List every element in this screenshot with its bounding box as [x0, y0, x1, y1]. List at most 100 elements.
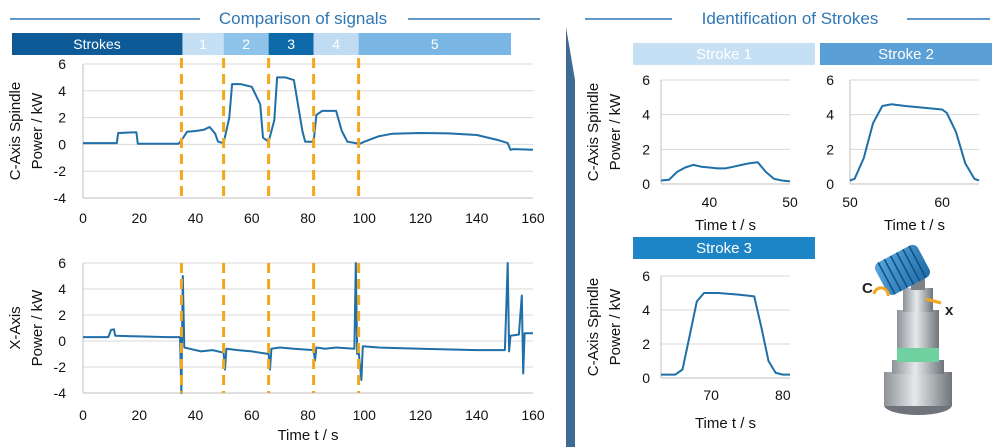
- x-tick-label: 40: [702, 194, 718, 210]
- chart-title-banner: [820, 43, 992, 65]
- y-tick-label: 6: [642, 268, 650, 284]
- machine-flange: [892, 360, 944, 374]
- wheel-rib: [883, 258, 902, 292]
- chart-title: Stroke 3: [696, 240, 752, 257]
- y-tick-label: 0: [642, 176, 650, 192]
- x-tick-label: 140: [465, 210, 489, 226]
- x-tick-label: 160: [521, 407, 545, 423]
- y-tick-label: -2: [54, 359, 67, 375]
- left-panel-header: Comparison of signals: [10, 9, 540, 28]
- chart-title-banner: [633, 237, 815, 259]
- series-line-stroke3: [661, 292, 790, 376]
- x-tick-label: 60: [244, 210, 260, 226]
- stroke-segment-3: [268, 33, 314, 55]
- y-tick-label: 4: [826, 107, 834, 123]
- y-tick-label: 4: [58, 83, 66, 99]
- y-axis-label: Power / kW: [29, 289, 46, 367]
- x-tick-label: 120: [409, 210, 433, 226]
- y-axis-label: C-Axis Spindle: [7, 82, 24, 180]
- y-tick-label: 2: [642, 336, 650, 352]
- series-line-c_axis: [83, 76, 534, 151]
- x-tick-label: 80: [300, 407, 316, 423]
- x-direction-arrow-icon: [925, 297, 942, 305]
- stroke-segment-label-4: 4: [332, 36, 340, 52]
- x-tick-label: 80: [775, 387, 791, 403]
- y-tick-label: 2: [826, 141, 834, 157]
- y-tick-label: 0: [58, 333, 66, 349]
- machine-body: [897, 310, 939, 348]
- stroke-segment-label-2: 2: [242, 36, 250, 52]
- stroke-segment-label-1: 1: [199, 36, 207, 52]
- y-tick-label: 6: [642, 72, 650, 88]
- chart-stroke3: Stroke 3 0 2 4 6 70 80 C-Axis Spindle Power / kW…: [585, 237, 815, 432]
- x-tick-label: 120: [409, 407, 433, 423]
- series-line-stroke2: [849, 103, 980, 182]
- y-axis-label: Power / kW: [29, 92, 46, 170]
- x-tick-label: 100: [353, 407, 377, 423]
- y-tick-label: 2: [58, 110, 66, 126]
- stroke-segment-label-5: 5: [431, 36, 439, 52]
- x-tick-label: 50: [782, 194, 798, 210]
- wheel-rib: [908, 245, 927, 279]
- c-rotation-arrow-icon: [872, 286, 890, 297]
- y-tick-label: 4: [642, 302, 650, 318]
- stroke-bar-label: Strokes: [73, 36, 120, 52]
- chart-title: Stroke 2: [878, 46, 934, 63]
- x-tick-label: 60: [244, 407, 260, 423]
- x-tick-label: 160: [521, 210, 545, 226]
- x-axis-label: Time t / s: [695, 217, 756, 234]
- machine-base: [884, 372, 952, 406]
- y-tick-label: 0: [58, 136, 66, 152]
- x-tick-label: 70: [703, 387, 719, 403]
- y-tick-label: 6: [58, 56, 66, 72]
- stroke-bar-label-box: [12, 33, 184, 55]
- x-tick-label: 0: [79, 407, 87, 423]
- y-tick-label: 2: [642, 141, 650, 157]
- right-panel-title: Identification of Strokes: [702, 9, 879, 28]
- panel-divider: [566, 27, 575, 447]
- wheel-rib: [902, 248, 921, 282]
- wheel-rib: [896, 252, 915, 285]
- chart-title-banner: [633, 43, 815, 65]
- x-tick-label: 140: [465, 407, 489, 423]
- series-line-stroke1: [660, 161, 791, 183]
- machine-green-band: [897, 346, 939, 362]
- x-tick-label: 20: [131, 407, 147, 423]
- y-tick-label: -4: [54, 385, 67, 401]
- x-tick-label: 80: [300, 210, 316, 226]
- x-axis-label: Time t / s: [695, 415, 756, 432]
- c-axis-label: C: [862, 280, 873, 297]
- y-axis-label: Power / kW: [607, 288, 624, 366]
- chart-stroke2: Stroke 2 0 2 4 6 50 60 Time t / s: [820, 43, 992, 234]
- chart-title: Stroke 1: [696, 46, 752, 63]
- y-tick-label: 6: [826, 72, 834, 88]
- stroke-segment-5: [358, 33, 511, 55]
- y-axis-label: C-Axis Spindle: [585, 278, 602, 376]
- wheel-rib: [889, 255, 909, 289]
- stroke-segment-4: [313, 33, 359, 55]
- right-panel-header: Identification of Strokes: [585, 9, 990, 28]
- y-axis-label: Power / kW: [607, 93, 624, 171]
- stroke-segment-1: [182, 33, 224, 55]
- y-tick-label: 2: [58, 307, 66, 323]
- y-tick-label: 4: [58, 281, 66, 297]
- x-tick-label: 40: [188, 407, 204, 423]
- series-line-x_axis: [83, 262, 533, 394]
- y-axis-label: C-Axis Spindle: [585, 83, 602, 181]
- stroke-segment-label-3: 3: [287, 36, 295, 52]
- x-axis-label: Time t / s: [884, 217, 945, 234]
- x-tick-label: 40: [188, 210, 204, 226]
- x-tick-label: 60: [934, 194, 950, 210]
- y-tick-label: 4: [642, 107, 650, 123]
- wheel-rib: [877, 262, 896, 295]
- left-panel-title: Comparison of signals: [219, 9, 387, 28]
- x-tick-label: 50: [842, 194, 858, 210]
- chart-stroke1: Stroke 1 0 2 4 6 40 50 C-Axis Spindle Power / kW…: [585, 43, 815, 234]
- x-axis-label: Time t / s: [277, 427, 338, 444]
- spindle-machine-illustration: C x: [862, 244, 954, 415]
- y-tick-label: 6: [58, 255, 66, 271]
- y-tick-label: -4: [54, 190, 67, 206]
